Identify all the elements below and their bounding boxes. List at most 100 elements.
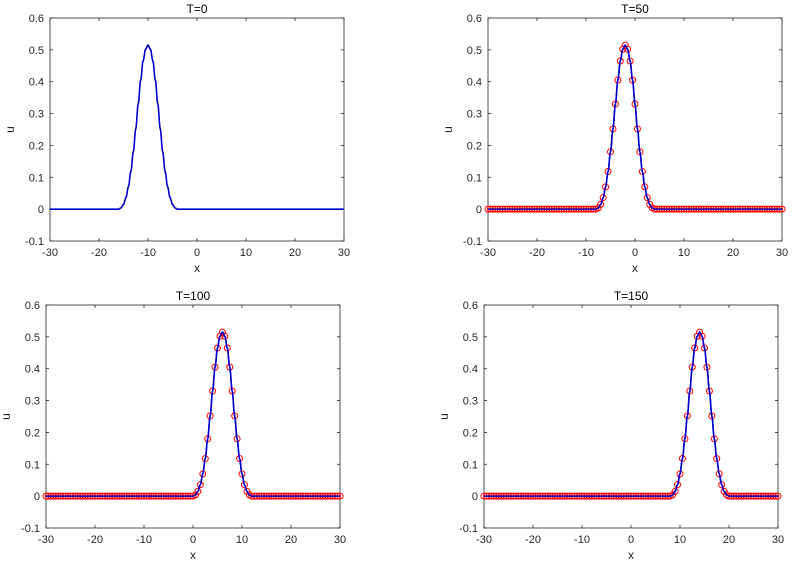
x-axis-label: x xyxy=(628,548,634,562)
series-line-exact-overlay xyxy=(46,331,340,497)
x-tick-label: 10 xyxy=(240,247,252,259)
x-tick-label: 30 xyxy=(338,247,350,259)
x-tick-label: -30 xyxy=(476,534,492,546)
marker-point xyxy=(698,332,706,340)
x-tick-label: -30 xyxy=(480,247,496,259)
y-tick-label: 0.3 xyxy=(29,109,44,121)
y-tick-label: 0.2 xyxy=(463,427,478,439)
subplot-3: -30 -20 -10 0 10 20 30 -0.1 0 0.1 0.2 0.3 0.4 0.5 0.6 T… xyxy=(437,289,784,562)
y-tick-label: 0.6 xyxy=(25,300,40,312)
marker-point xyxy=(646,200,654,208)
series-line-exact-overlay xyxy=(484,331,778,497)
y-tick-label: 0.1 xyxy=(463,459,478,471)
subplot-1: -30 -20 -10 0 10 20 30 -0.1 0 0.1 0.2 0.3 0.4 0.5 0.6 T… xyxy=(441,2,788,275)
y-tick-label: 0 xyxy=(472,491,478,503)
y-tick-label: 0.4 xyxy=(29,77,44,89)
y-tick-label: 0.5 xyxy=(463,332,478,344)
marker-point xyxy=(720,487,728,495)
x-tick-label: 0 xyxy=(628,534,634,546)
y-tick-label: -0.1 xyxy=(463,236,482,248)
marker-point xyxy=(599,194,607,202)
x-tick-label: -20 xyxy=(525,534,541,546)
x-tick-label: -30 xyxy=(42,247,58,259)
y-tick-label: 0.1 xyxy=(467,172,482,184)
plot-title: T=50 xyxy=(621,2,649,16)
marker-point xyxy=(669,491,677,499)
y-tick-label: 0 xyxy=(476,204,482,216)
axes-box xyxy=(45,304,341,529)
y-tick-label: 0.3 xyxy=(467,109,482,121)
y-tick-label: -0.1 xyxy=(459,523,478,535)
x-tick-label: 30 xyxy=(334,534,346,546)
marker-point xyxy=(240,481,248,489)
axes-box xyxy=(49,17,345,242)
marker-point xyxy=(594,204,602,212)
plot-title: T=0 xyxy=(186,2,207,16)
marker-point xyxy=(191,491,199,499)
x-tick-label: 0 xyxy=(190,534,196,546)
plot-title: T=150 xyxy=(614,289,649,303)
x-tick-label: -20 xyxy=(529,247,545,259)
y-tick-label: 0.6 xyxy=(463,300,478,312)
x-tick-label: -20 xyxy=(87,534,103,546)
y-tick-label: 0.2 xyxy=(29,140,44,152)
x-axis-label: x xyxy=(632,261,638,275)
x-tick-label: 30 xyxy=(776,247,788,259)
y-tick-label: 0.5 xyxy=(25,332,40,344)
x-axis-label: x xyxy=(190,548,196,562)
marker-point xyxy=(718,481,726,489)
x-tick-label: -30 xyxy=(38,534,54,546)
y-tick-label: 0.3 xyxy=(25,396,40,408)
y-tick-label: -0.1 xyxy=(21,523,40,535)
marker-point xyxy=(243,487,251,495)
series-line-exact xyxy=(50,44,344,210)
x-tick-label: 0 xyxy=(632,247,638,259)
x-tick-label: -10 xyxy=(136,534,152,546)
plot-title: T=100 xyxy=(176,289,211,303)
y-tick-label: 0 xyxy=(34,491,40,503)
subplot-0: -30 -20 -10 0 10 20 30 -0.1 0 0.1 0.2 0.3 0.4 0.5 0.6 T… xyxy=(3,2,350,275)
marker-point xyxy=(624,45,632,53)
y-tick-label: 0 xyxy=(38,204,44,216)
y-tick-label: 0.4 xyxy=(25,364,40,376)
x-tick-label: 10 xyxy=(678,247,690,259)
marker-point xyxy=(194,487,202,495)
x-tick-label: -10 xyxy=(140,247,156,259)
y-tick-label: 0.5 xyxy=(29,45,44,57)
x-tick-label: 20 xyxy=(723,534,735,546)
y-tick-label: 0.2 xyxy=(467,140,482,152)
x-tick-label: -20 xyxy=(91,247,107,259)
x-tick-label: 20 xyxy=(727,247,739,259)
y-tick-label: 0.6 xyxy=(29,13,44,25)
marker-point xyxy=(674,481,682,489)
subplot-2: -30 -20 -10 0 10 20 30 -0.1 0 0.1 0.2 0.3 0.4 0.5 0.6 T… xyxy=(0,289,346,562)
marker-point xyxy=(221,332,229,340)
y-tick-label: 0.6 xyxy=(467,13,482,25)
x-tick-label: 0 xyxy=(194,247,200,259)
x-tick-label: 10 xyxy=(236,534,248,546)
y-tick-label: 0.5 xyxy=(467,45,482,57)
y-tick-label: 0.2 xyxy=(25,427,40,439)
y-tick-label: -0.1 xyxy=(25,236,44,248)
axes-box xyxy=(483,304,779,529)
y-axis-label: u xyxy=(3,126,17,133)
marker-point xyxy=(597,200,605,208)
marker-point xyxy=(671,487,679,495)
x-axis-label: x xyxy=(194,261,200,275)
marker-point xyxy=(196,481,204,489)
y-tick-label: 0.1 xyxy=(29,172,44,184)
series-line-exact-overlay xyxy=(488,44,782,210)
y-tick-label: 0.4 xyxy=(467,77,482,89)
marker-point xyxy=(643,194,651,202)
y-axis-label: u xyxy=(0,413,13,420)
y-tick-label: 0.1 xyxy=(25,459,40,471)
x-tick-label: 20 xyxy=(285,534,297,546)
x-tick-label: 10 xyxy=(674,534,686,546)
x-tick-label: 30 xyxy=(772,534,784,546)
y-axis-label: u xyxy=(441,126,455,133)
x-tick-label: 20 xyxy=(289,247,301,259)
x-tick-label: -10 xyxy=(574,534,590,546)
y-tick-label: 0.4 xyxy=(463,364,478,376)
y-tick-label: 0.3 xyxy=(463,396,478,408)
